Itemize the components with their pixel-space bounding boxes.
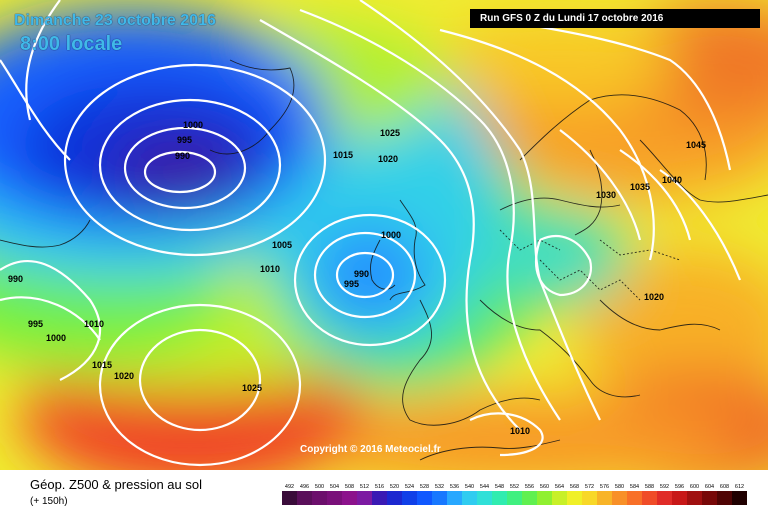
scale-swatch: [372, 491, 387, 505]
isobars: [0, 0, 742, 467]
geopotential-map: 1000 995 990 1025 1015 1020 1045 1030 10…: [0, 0, 768, 470]
legend-title: Géop. Z500 & pression au sol: [30, 477, 202, 492]
scale-tick-label: 492: [285, 484, 294, 490]
scale-tick-label: 516: [375, 484, 384, 490]
scale-swatch: [417, 491, 432, 505]
isobar-label: 1015: [92, 360, 112, 370]
scale-tick-label: 608: [720, 484, 729, 490]
scale-tick-label: 604: [705, 484, 714, 490]
scale-tick-label: 596: [675, 484, 684, 490]
scale-swatch: [402, 491, 417, 505]
copyright-notice: Copyright © 2016 Meteociel.fr: [300, 444, 441, 455]
scale-swatch: [327, 491, 342, 505]
scale-swatch: [432, 491, 447, 505]
scale-swatch: [657, 491, 672, 505]
scale-swatch: [552, 491, 567, 505]
isobar-label: 1025: [380, 128, 400, 138]
isobar-label: 1020: [378, 154, 398, 164]
scale-swatch: [462, 491, 477, 505]
forecast-date: Dimanche 23 octobre 2016: [14, 12, 216, 29]
scale-tick-label: 536: [450, 484, 459, 490]
scale-swatch: [627, 491, 642, 505]
scale-swatch: [447, 491, 462, 505]
isobar-label: 990: [175, 151, 190, 161]
isobar-label: 1010: [260, 264, 280, 274]
scale-tick-label: 540: [465, 484, 474, 490]
scale-swatch: [567, 491, 582, 505]
isobar-label: 990: [354, 269, 369, 279]
forecast-range: (+ 150h): [30, 496, 68, 507]
scale-swatch: [282, 491, 297, 505]
isobar-label: 1025: [242, 383, 262, 393]
scale-tick-label: 528: [420, 484, 429, 490]
scale-tick-label: 580: [615, 484, 624, 490]
scale-tick-label: 548: [495, 484, 504, 490]
scale-swatch: [492, 491, 507, 505]
scale-tick-label: 564: [555, 484, 564, 490]
color-scale: 492 496 500 504 508 512 516 520 524 528 532 536 540 5…: [282, 484, 747, 505]
scale-swatch: [597, 491, 612, 505]
scale-swatch: [582, 491, 597, 505]
scale-swatch: [342, 491, 357, 505]
scale-swatch: [477, 491, 492, 505]
isobar-label: 1015: [333, 150, 353, 160]
isobar-label: 1030: [596, 190, 616, 200]
isobar-label: 1020: [644, 292, 664, 302]
scale-tick-label: 496: [300, 484, 309, 490]
isobar-label: 1010: [84, 319, 104, 329]
isobar-label: 1005: [272, 240, 292, 250]
isobar-label: 1020: [114, 371, 134, 381]
scale-tick-label: 612: [735, 484, 744, 490]
scale-tick-label: 544: [480, 484, 489, 490]
isobar-label: 1000: [183, 120, 203, 130]
isobar-label: 1000: [46, 333, 66, 343]
scale-tick-label: 504: [330, 484, 339, 490]
scale-swatch: [717, 491, 732, 505]
scale-tick-label: 576: [600, 484, 609, 490]
scale-tick-label: 572: [585, 484, 594, 490]
scale-swatch: [732, 491, 747, 505]
scale-tick-label: 532: [435, 484, 444, 490]
isobar-label: 1000: [381, 230, 401, 240]
scale-tick-label: 508: [345, 484, 354, 490]
scale-tick-label: 592: [660, 484, 669, 490]
forecast-time: 8:00 locale: [20, 33, 123, 55]
scale-swatch: [507, 491, 522, 505]
scale-tick-label: 584: [630, 484, 639, 490]
isobar-labels: 1000 995 990 1025 1015 1020 1045 1030 10…: [8, 120, 706, 436]
isobar-label: 1045: [686, 140, 706, 150]
scale-tick-label: 512: [360, 484, 369, 490]
scale-swatch: [297, 491, 312, 505]
scale-swatch: [672, 491, 687, 505]
isobar-label: 995: [177, 135, 192, 145]
isobar-label: 1040: [662, 175, 682, 185]
scale-tick-label: 524: [405, 484, 414, 490]
scale-swatch: [687, 491, 702, 505]
scale-swatch: [612, 491, 627, 505]
isobar-label: 995: [344, 279, 359, 289]
isobar-label: 1035: [630, 182, 650, 192]
coastlines: [0, 59, 768, 461]
scale-swatch: [357, 491, 372, 505]
scale-tick-label: 600: [690, 484, 699, 490]
scale-tick-label: 500: [315, 484, 324, 490]
isobar-label: 990: [8, 274, 23, 284]
isobar-label: 995: [28, 319, 43, 329]
scale-swatch: [642, 491, 657, 505]
scale-tick-label: 556: [525, 484, 534, 490]
scale-tick-label: 560: [540, 484, 549, 490]
scale-swatch: [702, 491, 717, 505]
scale-tick-label: 568: [570, 484, 579, 490]
scale-swatch: [312, 491, 327, 505]
geopotential-shading: [0, 0, 768, 470]
scale-swatch: [522, 491, 537, 505]
scale-tick-label: 520: [390, 484, 399, 490]
isobar-label: 1010: [510, 426, 530, 436]
scale-tick-label: 588: [645, 484, 654, 490]
scale-swatch: [537, 491, 552, 505]
scale-tick-label: 552: [510, 484, 519, 490]
model-run-banner: Run GFS 0 Z du Lundi 17 octobre 2016: [470, 9, 760, 28]
scale-swatch: [387, 491, 402, 505]
